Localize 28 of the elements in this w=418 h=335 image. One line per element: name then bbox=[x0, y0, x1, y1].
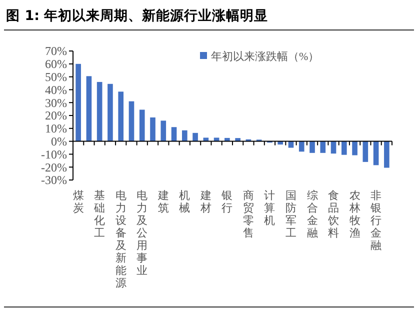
x-tick-label: 非银行金融 bbox=[370, 188, 382, 252]
x-tick-label: 电力设备及新能源 bbox=[115, 188, 126, 290]
y-tick-label: 40% bbox=[45, 82, 67, 97]
x-tick-label: 食品饮料 bbox=[327, 190, 340, 240]
x-tick-label: 基础化工 bbox=[93, 188, 106, 240]
x-tick-label: 建筑 bbox=[156, 188, 169, 214]
chart-title: 图 1: 年初以来周期、新能源行业涨幅明显 bbox=[6, 7, 268, 24]
y-tick-label: 10% bbox=[45, 122, 67, 136]
x-tick-label: 机械 bbox=[179, 190, 190, 214]
x-tick-label: 煤炭 bbox=[72, 190, 84, 214]
x-tick-label: 建材 bbox=[199, 188, 212, 214]
x-tick-label: 国防军工 bbox=[285, 190, 296, 240]
x-tick-label: 计算机 bbox=[264, 188, 276, 227]
y-tick-label: -30% bbox=[41, 173, 67, 188]
y-tick-label: 60% bbox=[45, 57, 67, 72]
y-tick-label: 70% bbox=[45, 44, 67, 58]
y-tick-label: 0% bbox=[51, 134, 67, 148]
y-tick-label: 20% bbox=[45, 108, 67, 123]
x-tick-label: 电力及公用事业 bbox=[136, 188, 148, 277]
x-tick-label: 综合金融 bbox=[306, 188, 318, 240]
x-tick-label: 农林牧渔 bbox=[348, 190, 360, 240]
y-tick-label: 30% bbox=[45, 96, 67, 110]
legend-label: 年初以来涨跌幅（%） bbox=[211, 50, 320, 63]
y-tick-label: 50% bbox=[45, 70, 67, 84]
x-tick-label: 商贸零售 bbox=[242, 188, 254, 240]
x-tick-label: 银行 bbox=[220, 190, 233, 214]
y-tick-label: -10% bbox=[41, 147, 67, 162]
y-tick-label: -20% bbox=[41, 160, 67, 174]
